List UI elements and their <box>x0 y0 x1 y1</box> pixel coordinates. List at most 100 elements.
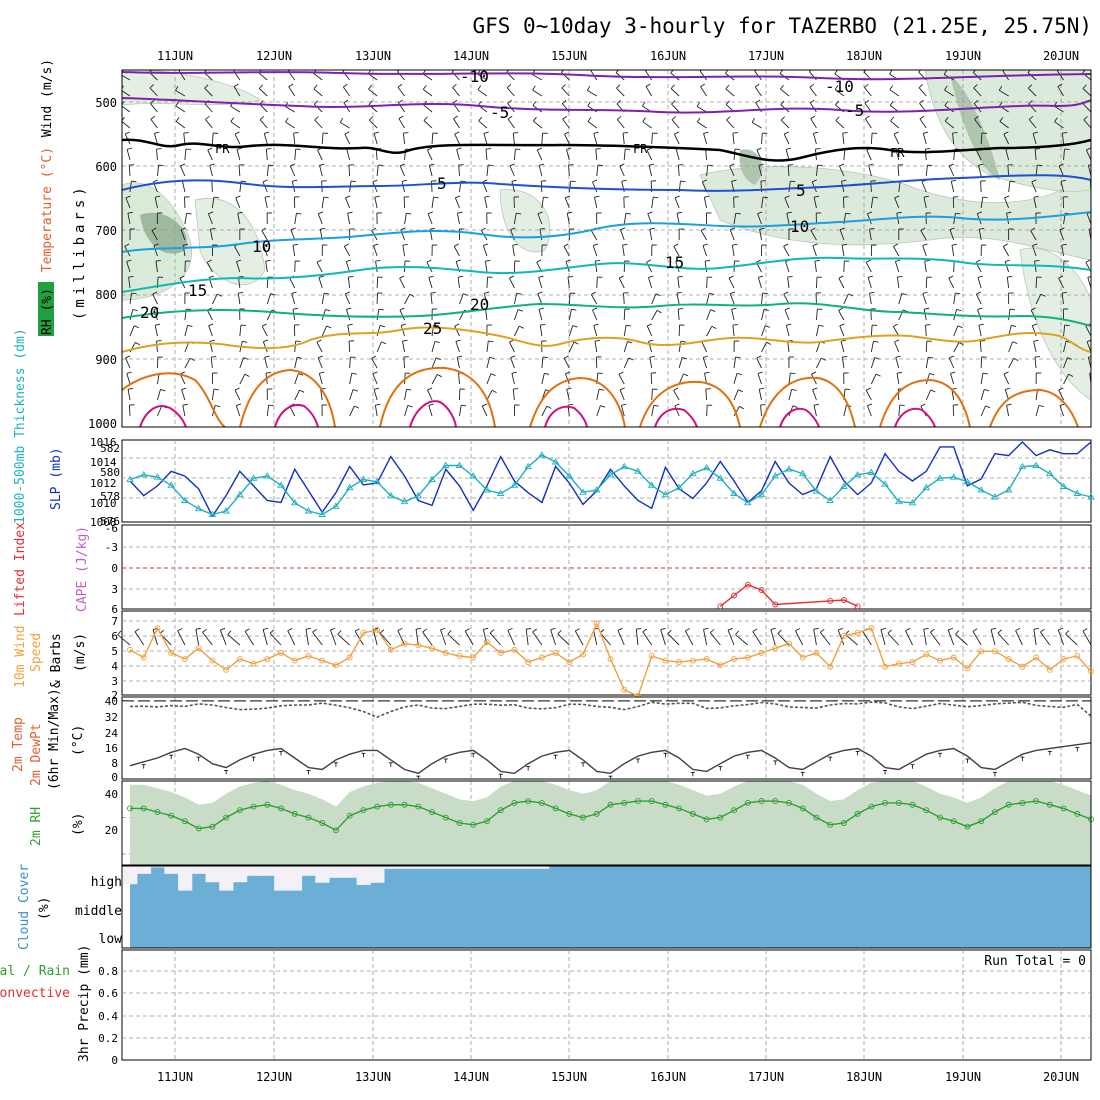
wind-barb <box>1007 164 1010 177</box>
wind-barb-flag <box>699 70 703 72</box>
wind-barb <box>729 293 735 305</box>
isotherm-freezing <box>122 138 1091 162</box>
wind-barb-flag <box>507 99 512 104</box>
rh-2m-point <box>607 801 614 808</box>
wind-barb-10m-flag <box>813 627 819 630</box>
wind-barb-flag <box>182 403 188 406</box>
wind-barb <box>478 120 488 129</box>
wind-barb-flag <box>895 355 901 358</box>
wind-barb-flag <box>126 371 132 374</box>
wind-barb-flag <box>675 259 681 262</box>
wind-barb <box>1053 105 1064 113</box>
wind-barb <box>423 104 433 113</box>
wind-barb-flag <box>292 243 299 246</box>
wind-barb <box>261 230 268 241</box>
wind-barb <box>783 246 790 257</box>
wind-barb-flag <box>951 179 957 182</box>
wind-barb-10m <box>354 631 364 646</box>
wind-barb <box>701 341 708 353</box>
lifted-tick: -6 <box>105 522 118 535</box>
thickness-line <box>129 454 1092 516</box>
ylabel-wind: Wind (m/s) <box>40 59 55 137</box>
wind-barb <box>431 180 433 193</box>
wind-barb <box>761 325 766 337</box>
wind-barb <box>978 165 982 177</box>
wind-barb <box>677 309 680 321</box>
ylabel-temperature: Temperature (°C) <box>40 147 55 272</box>
wind-barb-flag <box>865 115 870 120</box>
day-label-bottom: 18JUN <box>846 1070 882 1084</box>
wind-barb-flag <box>897 371 903 374</box>
ylabel-thickness: 1000-500mb Thickness (dm) <box>13 328 28 524</box>
wind-barb <box>921 181 927 193</box>
wind-barb-flag <box>1027 70 1031 73</box>
wind-barb <box>922 133 927 145</box>
wind-barb-flag <box>918 84 924 89</box>
wind-barb-flag <box>893 323 898 327</box>
wind-barb-flag <box>709 292 715 295</box>
wind-barb <box>893 133 900 145</box>
wind-barb <box>865 390 872 401</box>
wind-barb-flag <box>510 227 516 231</box>
wind-barb <box>951 245 955 257</box>
wind-barb <box>733 213 737 225</box>
rh-2m-point <box>580 814 586 821</box>
wind-barb-flag <box>951 243 958 246</box>
wind-barb <box>266 165 269 177</box>
wind-barb-flag <box>204 84 209 89</box>
wind-barb <box>1090 318 1091 320</box>
contour-label: 20 <box>140 303 159 322</box>
wind-barb <box>562 118 570 129</box>
wind-tick: 4 <box>111 660 118 673</box>
wind-barb <box>126 261 131 273</box>
wind-barb-10m-flag <box>379 629 385 634</box>
wind-barb-flag <box>516 292 522 295</box>
wind-barb-flag <box>1082 84 1087 89</box>
cloud-gap-bar <box>246 866 261 876</box>
ylabel-lifted-index: Lifted Index <box>13 522 28 616</box>
wind-barb-flag <box>1058 163 1064 167</box>
wind-barb <box>870 357 876 369</box>
wind-barb <box>510 229 515 241</box>
panel-frame <box>121 949 1092 1061</box>
wind-barb <box>649 357 653 369</box>
wind-barb-10m <box>727 629 735 646</box>
wind-barb <box>619 389 625 401</box>
wind-10m-point <box>1019 663 1026 670</box>
day-label-top: 14JUN <box>453 49 489 63</box>
wind-barb <box>285 121 295 129</box>
wind-barb <box>594 197 598 209</box>
wind-10m-point <box>717 662 724 669</box>
rh-2m-point <box>209 823 216 830</box>
wind-barb <box>541 197 544 209</box>
wind-barb <box>839 325 845 337</box>
wind-10m-point <box>154 625 161 632</box>
wind-barb <box>706 165 709 177</box>
ylabel-cloud-units: (%) <box>37 897 52 920</box>
rh-2m-line <box>130 800 1092 832</box>
wind-10m-point <box>250 660 257 667</box>
wind-10m-point <box>346 654 353 661</box>
wind-barb-flag <box>922 243 928 247</box>
wind-barb <box>564 373 570 385</box>
wind-barb <box>153 309 158 321</box>
dewpt-2m-line <box>129 701 1091 719</box>
wind-barb <box>318 373 323 385</box>
wind-barb-flag <box>488 340 494 343</box>
wind-barb-flag <box>372 371 378 375</box>
wind-barb-flag <box>299 389 305 393</box>
wind-barb-flag <box>242 340 248 343</box>
rh-2m-point <box>621 799 628 806</box>
wind-barb <box>623 341 628 353</box>
cloud-gap-bar <box>123 866 138 885</box>
wind-barb <box>456 213 460 225</box>
wind-barb <box>317 149 323 161</box>
thickness-point <box>304 507 313 514</box>
wind-barb-flag <box>433 196 439 199</box>
rh-2m-point <box>332 827 339 834</box>
wind-barb <box>1006 405 1010 417</box>
wind-barb-10m <box>177 630 186 646</box>
wind-barb <box>922 245 927 257</box>
wind-barb-flag <box>811 179 817 183</box>
wind-barb-flag <box>426 259 432 263</box>
